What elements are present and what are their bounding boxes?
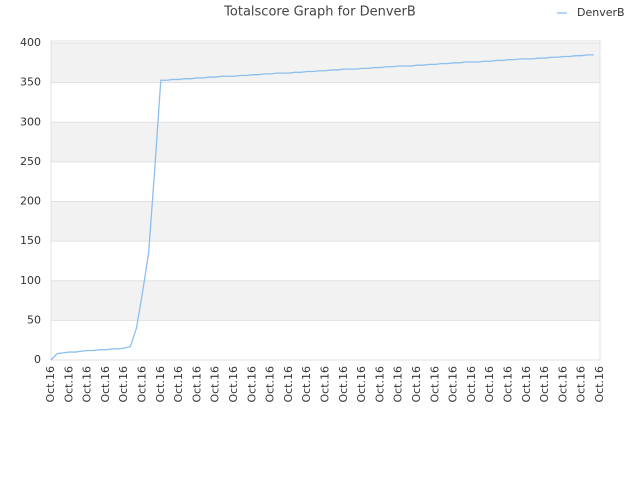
y-tick-label: 250 (20, 155, 41, 168)
y-tick-label: 300 (20, 115, 41, 128)
x-tick-label: Oct.16 (502, 366, 515, 403)
y-tick-label: 100 (20, 274, 41, 287)
chart-title: Totalscore Graph for DenverB (223, 5, 416, 20)
y-tick-label: 0 (34, 353, 41, 366)
x-tick-label: Oct.16 (556, 366, 569, 403)
plot-border (50, 40, 601, 361)
x-tick-label: Oct.16 (355, 366, 368, 403)
x-tick-label: Oct.16 (264, 366, 277, 403)
x-tick-label: Oct.16 (373, 366, 386, 403)
x-tick-label: Oct.16 (62, 366, 75, 403)
x-tick-label: Oct.16 (117, 366, 130, 403)
grid-band (51, 122, 600, 162)
x-tick-label: Oct.16 (447, 366, 460, 403)
x-tick-label: Oct.16 (154, 366, 167, 403)
x-tick-label: Oct.16 (190, 366, 203, 403)
y-tick-label: 400 (20, 36, 41, 49)
x-tick-label: Oct.16 (81, 366, 94, 403)
x-tick-label: Oct.16 (44, 366, 57, 403)
x-tick-label: Oct.16 (209, 366, 222, 403)
legend-label: DenverB (577, 6, 625, 19)
grid-band (51, 43, 600, 83)
grid-band (51, 201, 600, 242)
x-tick-label: Oct.16 (227, 366, 240, 403)
x-tick-label: Oct.16 (136, 366, 149, 403)
x-tick-label: Oct.16 (282, 366, 295, 403)
x-tick-label: Oct.16 (99, 366, 112, 403)
x-tick-label: Oct.16 (593, 366, 606, 403)
x-tick-label: Oct.16 (465, 366, 478, 403)
grid-band (51, 280, 600, 321)
x-tick-label: Oct.16 (319, 366, 332, 403)
x-tick-label: Oct.16 (483, 366, 496, 403)
y-tick-label: 350 (20, 76, 41, 89)
x-tick-label: Oct.16 (172, 366, 185, 403)
line (50, 54, 594, 361)
x-tick-label: Oct.16 (300, 366, 313, 403)
y-tick-label: 50 (27, 313, 41, 326)
x-tick-label: Oct.16 (337, 366, 350, 403)
x-tick-label: Oct.16 (520, 366, 533, 403)
x-tick-label: Oct.16 (245, 366, 258, 403)
y-tick-label: 150 (20, 234, 41, 247)
x-tick-label: Oct.16 (428, 366, 441, 403)
x-tick-label: Oct.16 (392, 366, 405, 403)
x-tick-label: Oct.16 (410, 366, 423, 403)
y-tick-label: 200 (20, 195, 41, 208)
x-tick-label: Oct.16 (575, 366, 588, 403)
x-tick-label: Oct.16 (538, 366, 551, 403)
